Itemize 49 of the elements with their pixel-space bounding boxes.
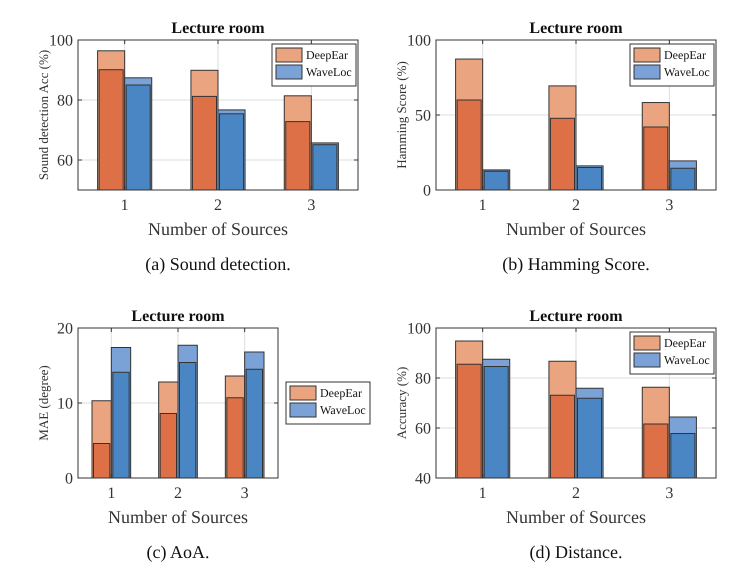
x-tick-label: 3 [307, 197, 316, 214]
y-tick-label: 60 [415, 420, 431, 438]
text: (c) AoA. [146, 542, 210, 562]
x-tick-label: 3 [240, 485, 249, 502]
y-axis-title: Sound detection Acc (%) [36, 50, 51, 180]
chart-title: Lecture room [131, 308, 226, 325]
y-tick-label: 0 [65, 470, 73, 488]
y-axis-title: Accuracy (%) [394, 366, 409, 440]
y-tick-label: 0 [423, 182, 431, 200]
x-tick-label: 3 [665, 197, 674, 214]
y-tick-label: 100 [407, 320, 431, 338]
legend-label: DeepEar [664, 336, 706, 350]
y-axis-title: Hamming Score (%) [394, 61, 409, 169]
x-tick-label: 1 [478, 197, 487, 214]
legend-label: WaveLoc [664, 353, 710, 368]
y-tick-label: 40 [415, 470, 431, 488]
x-tick-label: 2 [214, 197, 222, 214]
legend-label: WaveLoc [320, 403, 366, 418]
chart-title: Lecture room [529, 20, 624, 37]
y-tick-label: 50 [415, 108, 431, 125]
x-axis-title: Number of Sources [148, 219, 288, 239]
x-axis-title: Number of Sources [506, 219, 646, 239]
y-tick-label: 60 [57, 152, 73, 170]
y-tick-label: 20 [57, 320, 73, 338]
x-tick-label: 1 [120, 197, 129, 214]
x-tick-label: 1 [478, 485, 487, 502]
y-tick-label: 100 [407, 32, 431, 50]
legend-label: DeepEar [320, 386, 362, 400]
y-tick-label: 100 [49, 32, 73, 50]
y-axis-title: MAE (degree) [36, 365, 51, 441]
legend-label: WaveLoc [306, 65, 352, 80]
x-tick-label: 3 [665, 485, 674, 502]
y-tick-label: 80 [57, 92, 73, 110]
x-tick-label: 1 [107, 485, 116, 502]
text: (d) Distance. [530, 542, 622, 562]
x-tick-label: 2 [174, 485, 182, 502]
legend-label: DeepEar [306, 48, 348, 62]
x-tick-label: 2 [572, 485, 580, 502]
text: (a) Sound detection. [145, 254, 291, 274]
chart-title: Lecture room [529, 308, 624, 325]
legend-label: WaveLoc [664, 65, 710, 80]
text: (b) Hamming Score. [502, 254, 650, 274]
x-axis-title: Number of Sources [108, 507, 248, 527]
legend-label: DeepEar [664, 48, 706, 62]
x-axis-title: Number of Sources [506, 507, 646, 527]
y-tick-label: 80 [415, 370, 431, 388]
chart-title: Lecture room [171, 20, 266, 37]
x-tick-label: 2 [572, 197, 580, 214]
y-tick-label: 10 [57, 396, 73, 413]
